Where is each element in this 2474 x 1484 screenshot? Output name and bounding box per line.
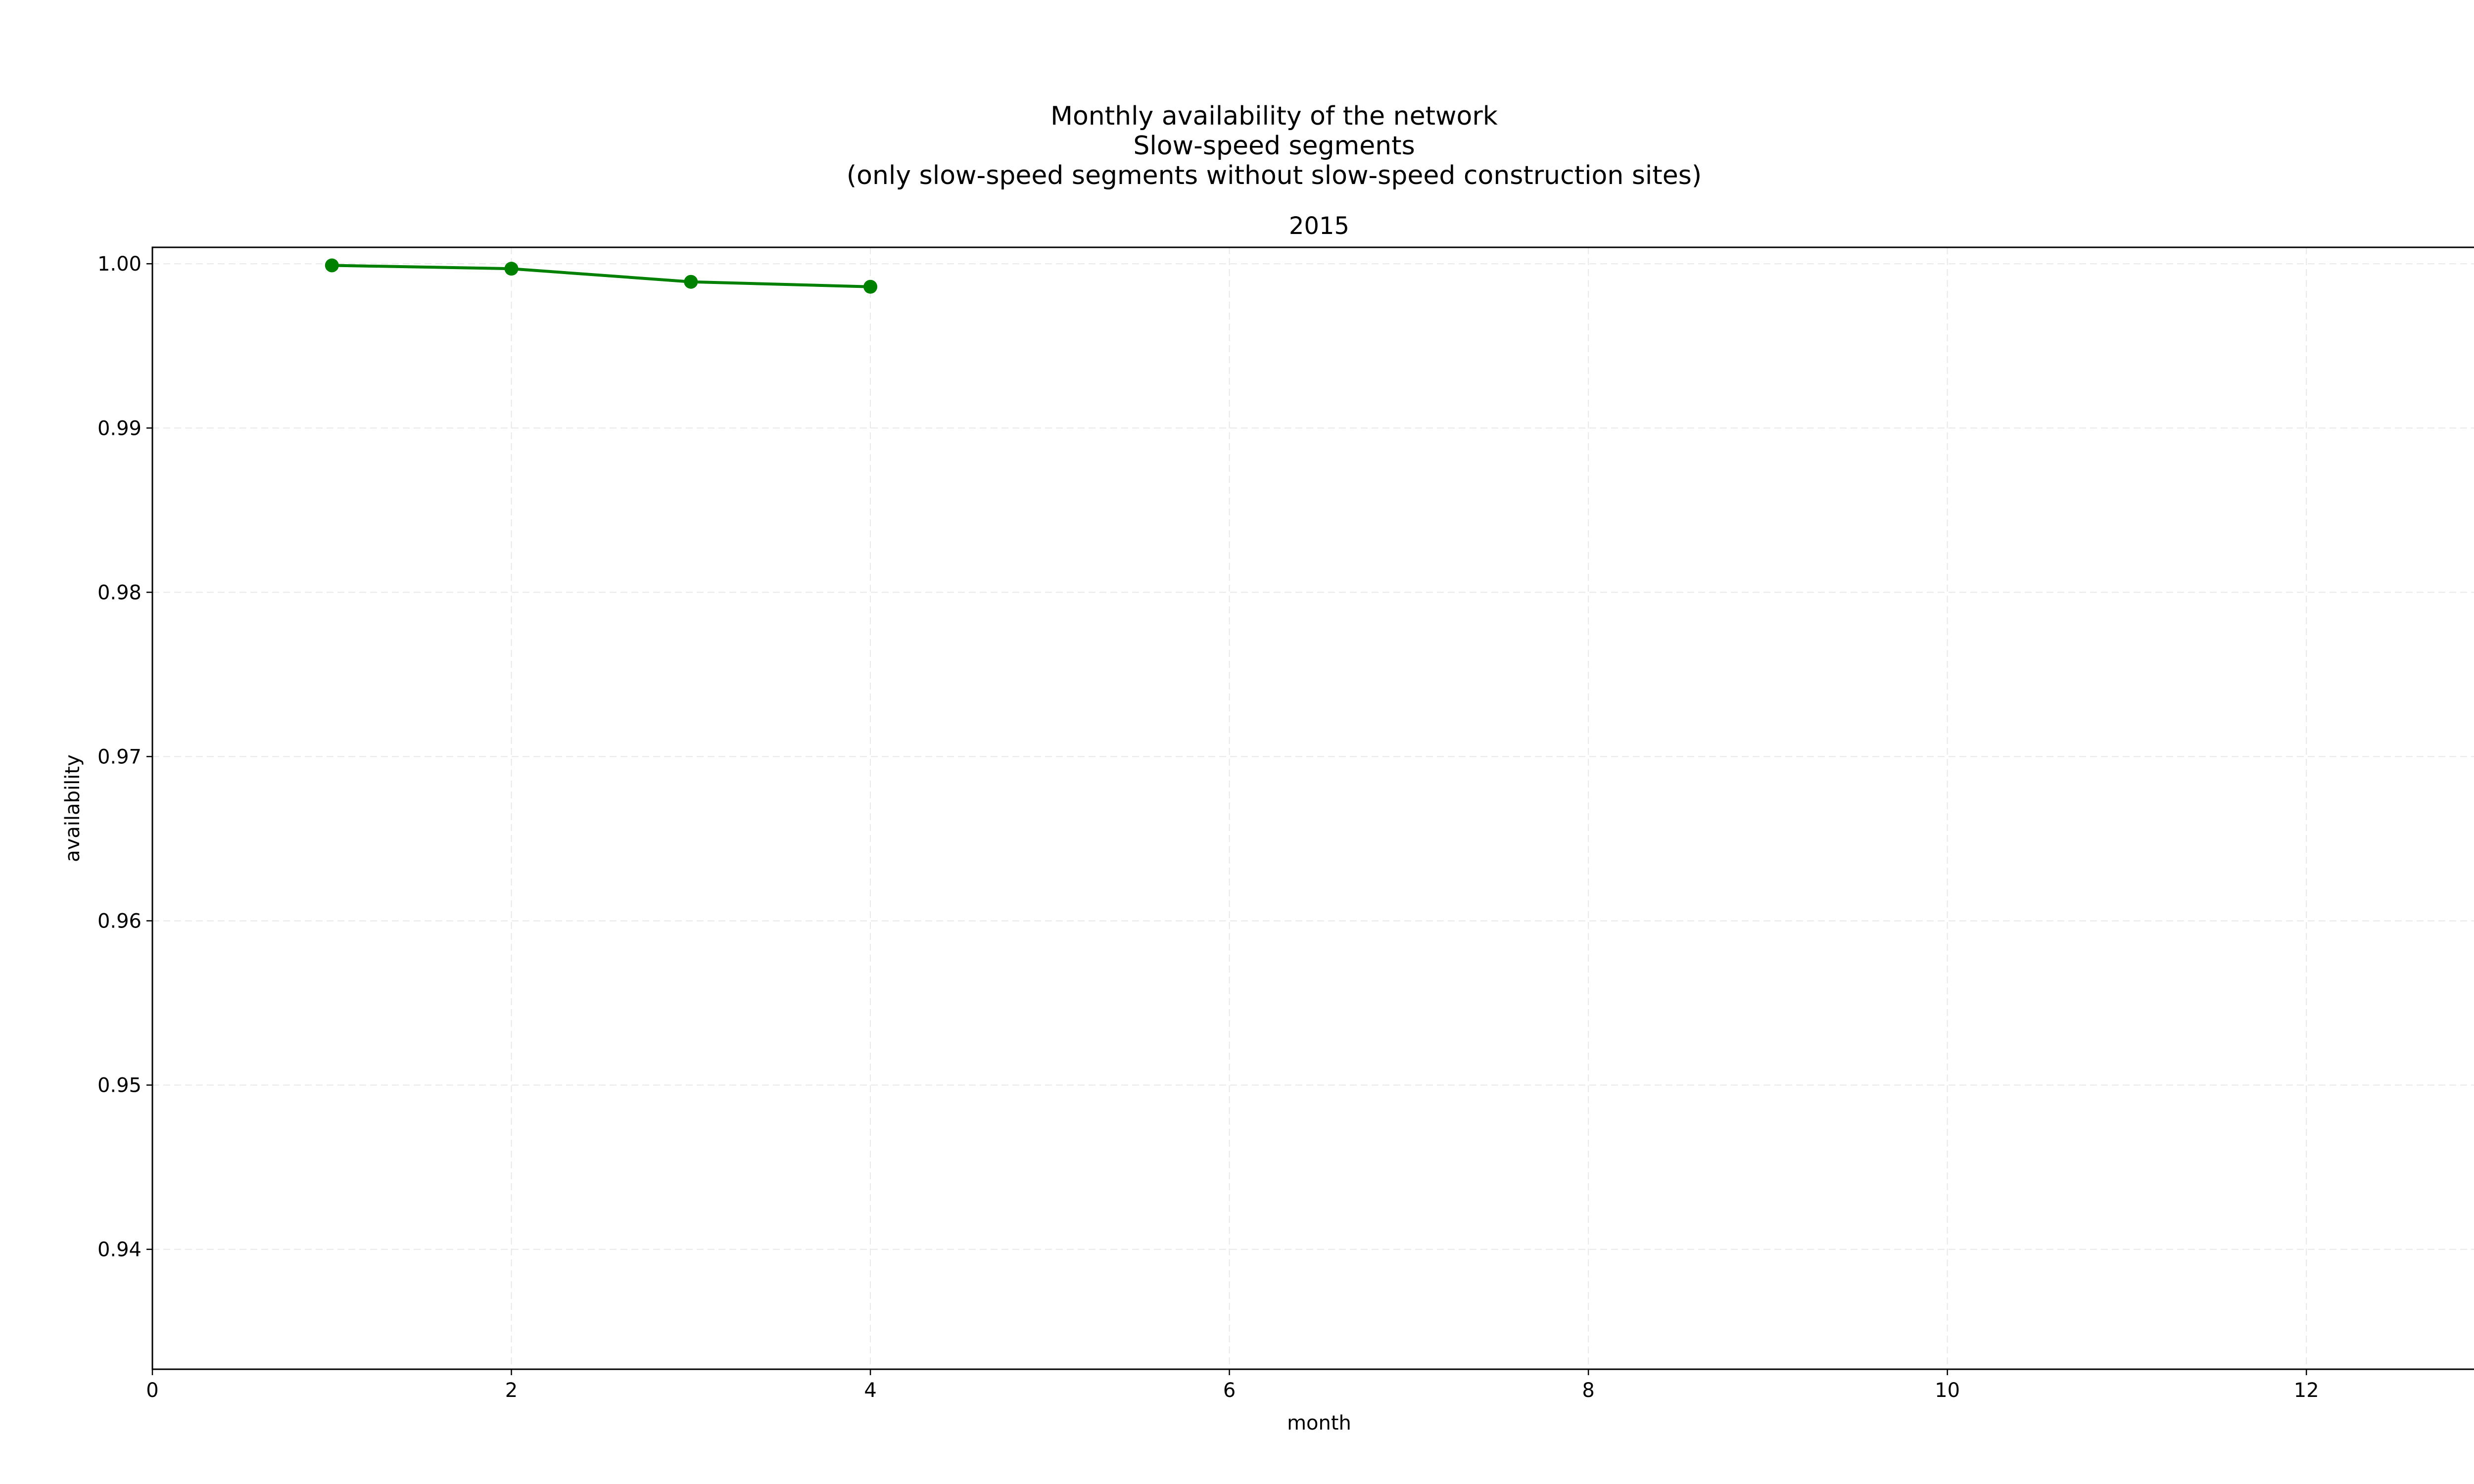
subplot-title: 2015 [1289, 212, 1349, 240]
y-tick-label: 0.97 [97, 745, 142, 768]
x-tick-label: 0 [146, 1379, 158, 1402]
data-point [863, 279, 878, 294]
x-tick-label: 8 [1582, 1379, 1594, 1402]
y-tick-label: 0.95 [97, 1074, 142, 1097]
y-tick-label: 0.98 [97, 581, 142, 604]
y-tick-label: 0.96 [97, 910, 142, 932]
x-tick-label: 4 [864, 1379, 876, 1402]
grid [152, 247, 2474, 1369]
x-axis-label: month [1287, 1412, 1351, 1435]
y-tick-label: 0.99 [97, 417, 142, 440]
series-line [332, 264, 871, 288]
chart-title-line-1: Monthly availability of the network [1050, 101, 1498, 131]
x-tick-label: 10 [1935, 1379, 1960, 1402]
axis-ticks: 0 2 4 6 8 10 12 0.94 0.95 0.96 0.97 0.98 0.99 1.00 [97, 253, 2319, 1402]
data-point [504, 262, 519, 276]
y-tick-label: 1.00 [97, 253, 142, 276]
chart-title-line-3: (only slow-speed segments without slow-s… [847, 161, 1702, 190]
x-tick-label: 6 [1223, 1379, 1236, 1402]
y-axis-label: availability [61, 754, 84, 862]
data-point [684, 275, 698, 289]
y-tick-label: 0.94 [97, 1239, 142, 1261]
plot-area-frame [151, 246, 2474, 1370]
x-tick-label: 12 [2294, 1379, 2319, 1402]
x-tick-label: 2 [505, 1379, 518, 1402]
series-layer [325, 258, 878, 294]
chart-title-line-2: Slow-speed segments [1133, 131, 1415, 161]
data-point [325, 258, 339, 273]
